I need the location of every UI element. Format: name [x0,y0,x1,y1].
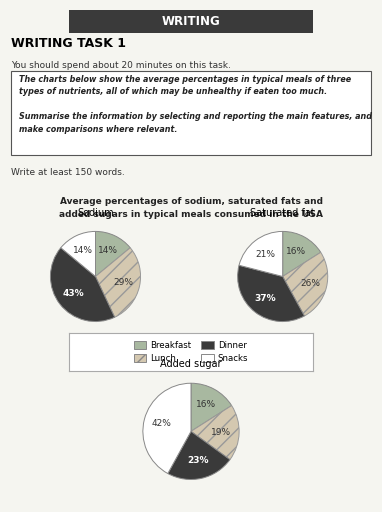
Wedge shape [283,231,321,276]
Text: 37%: 37% [254,294,276,304]
Wedge shape [283,252,328,316]
Text: 16%: 16% [286,247,306,256]
Wedge shape [143,383,191,474]
Legend: Breakfast, Lunch, Dinner, Snacks: Breakfast, Lunch, Dinner, Snacks [130,337,252,367]
Title: Sodium: Sodium [77,208,114,218]
Title: Added sugar: Added sugar [160,359,222,369]
Wedge shape [191,406,239,460]
Text: 26%: 26% [300,279,320,288]
Text: 19%: 19% [211,428,231,437]
Text: Average percentages of sodium, saturated fats and
added sugars in typical meals : Average percentages of sodium, saturated… [59,197,323,219]
Wedge shape [96,231,130,276]
Text: The charts below show the average percentages in typical meals of three
types of: The charts below show the average percen… [19,75,372,134]
Wedge shape [191,383,231,431]
Wedge shape [239,231,283,276]
Wedge shape [238,265,304,322]
Text: 42%: 42% [152,419,172,429]
Text: WRITING: WRITING [162,15,220,28]
Text: 29%: 29% [113,278,133,287]
Title: Saturated fat: Saturated fat [250,208,315,218]
FancyBboxPatch shape [11,71,371,155]
Text: 14%: 14% [97,246,118,255]
Text: 23%: 23% [187,457,208,465]
Text: WRITING TASK 1: WRITING TASK 1 [11,37,126,50]
Wedge shape [61,231,96,276]
Text: 16%: 16% [196,400,216,409]
Text: 14%: 14% [73,246,94,255]
Text: You should spend about 20 minutes on this task.: You should spend about 20 minutes on thi… [11,61,231,70]
Text: 21%: 21% [255,249,275,259]
Wedge shape [168,431,230,479]
Text: Write at least 150 words.: Write at least 150 words. [11,167,125,177]
Text: 43%: 43% [62,289,84,298]
Wedge shape [50,248,115,322]
Wedge shape [96,248,141,317]
